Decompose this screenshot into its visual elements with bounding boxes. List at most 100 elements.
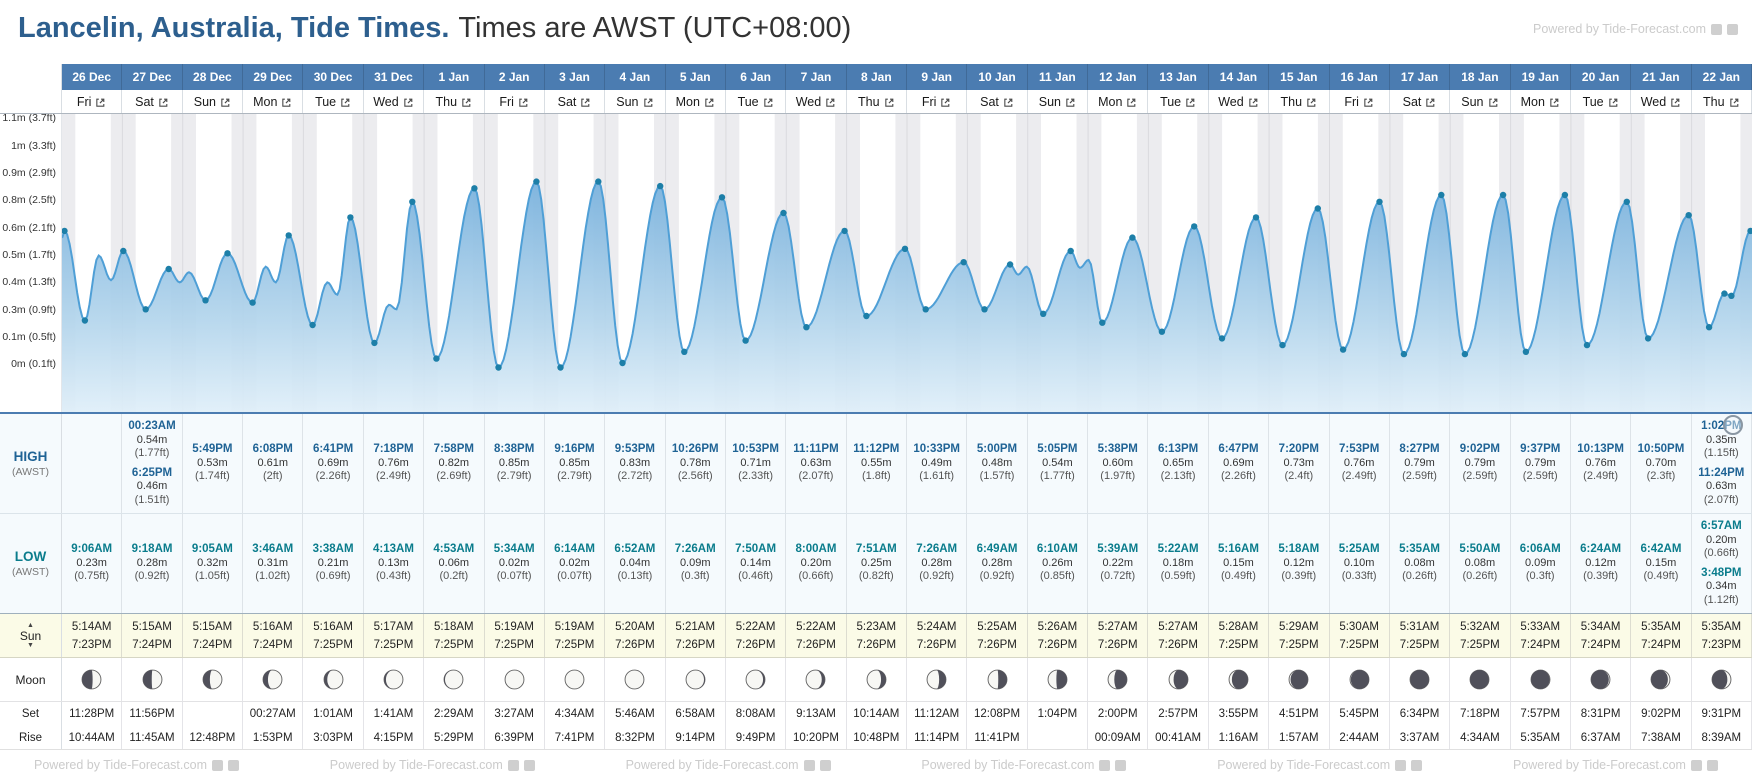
low-awst-label: (AWST)	[12, 566, 49, 578]
moonrise-time: 00:09AM	[1088, 726, 1149, 749]
day-detail-link[interactable]: Mon	[243, 90, 304, 113]
social-icon-1[interactable]	[507, 759, 519, 771]
y-axis-label: 0.4m (1.3ft)	[2, 276, 56, 289]
moonset-time: 3:27AM	[485, 702, 545, 726]
high-tide-height-ft: (1.51ft)	[134, 493, 170, 506]
day-detail-link[interactable]: Fri	[484, 90, 545, 113]
social-icon-2[interactable]	[523, 759, 535, 771]
day-detail-link[interactable]: Wed	[786, 90, 847, 113]
social-icon-1[interactable]	[803, 759, 815, 771]
high-tide-entry: 7:53PM 0.76m (2.49ft)	[1339, 443, 1379, 484]
low-tide-cell: 5:35AM 0.08m (0.26ft)	[1390, 514, 1451, 613]
social-icon-1[interactable]	[1395, 759, 1407, 771]
day-detail-link[interactable]: Thu	[1269, 90, 1330, 113]
high-tide-height-m: 0.60m	[1102, 456, 1134, 469]
high-tide-time: 10:53PM	[732, 443, 779, 456]
high-tide-height-ft: (2.49ft)	[376, 470, 411, 483]
sunrise-time: 5:29AM	[1279, 620, 1319, 633]
sunrise-time: 5:26AM	[1037, 620, 1078, 633]
low-tide-height-ft: (0.72ft)	[1100, 570, 1136, 583]
powered-by-link[interactable]: Powered by Tide-Forecast.com	[1513, 758, 1718, 772]
high-row-label: HIGH (AWST)	[0, 414, 62, 513]
powered-by-link[interactable]: Powered by Tide-Forecast.com	[921, 758, 1127, 772]
day-detail-link[interactable]: Tue	[725, 90, 787, 113]
day-detail-link[interactable]: Wed	[1208, 90, 1270, 113]
low-tide-cell: 6:42AM 0.15m (0.49ft)	[1631, 514, 1692, 613]
day-detail-link[interactable]: Fri	[62, 90, 123, 113]
high-tide-height-ft: (2.33ft)	[738, 470, 774, 483]
day-detail-link[interactable]: Mon	[1088, 90, 1149, 113]
y-axis-label: 0.8m (2.5ft)	[2, 194, 56, 207]
day-detail-link[interactable]: Tue	[303, 90, 364, 113]
powered-by-text: Powered by Tide-Forecast.com	[1217, 758, 1391, 772]
page-title: Lancelin, Australia, Tide Times. Times ar…	[18, 12, 851, 45]
high-tide-time: 10:50PM	[1637, 443, 1685, 456]
high-tide-time: 5:00PM	[976, 443, 1018, 456]
high-tide-entry: 9:16PM 0.85m (2.79ft)	[554, 443, 594, 484]
external-link-icon	[940, 97, 951, 108]
low-tide-height-m: 0.18m	[1162, 556, 1194, 569]
social-icon-1[interactable]	[212, 759, 223, 771]
moonset-time: 2:29AM	[424, 702, 485, 726]
powered-by-link[interactable]: Powered by Tide-Forecast.com	[1533, 22, 1738, 36]
high-tide-entry: 5:00PM 0.48m (1.57ft)	[977, 443, 1017, 484]
moonrise-time: 5:29PM	[424, 726, 485, 749]
moon-phase-icon	[1590, 669, 1611, 690]
high-tide-height-ft: (2.56ft)	[677, 470, 713, 483]
high-tide-time: 8:27PM	[1399, 443, 1440, 456]
day-detail-link[interactable]: Wed	[363, 90, 425, 113]
moonrise-time: 00:41AM	[1148, 726, 1209, 749]
day-detail-link[interactable]: Thu	[846, 90, 907, 113]
day-detail-link[interactable]: Sun	[182, 90, 244, 113]
sunset-time: 7:25PM	[494, 638, 534, 651]
day-detail-link[interactable]: Tue	[1148, 90, 1209, 113]
high-tide-cell: 10:50PM 0.70m (2.3ft)	[1631, 414, 1692, 513]
social-icon-2[interactable]	[1411, 759, 1423, 771]
day-detail-link[interactable]: Mon	[665, 90, 726, 113]
moonset-time: 2:00PM	[1088, 702, 1149, 726]
tide-extreme-dot	[120, 247, 127, 255]
low-tide-height-m: 0.14m	[740, 556, 771, 569]
moon-phase-icon	[564, 669, 585, 690]
social-icon-2[interactable]	[1727, 23, 1738, 35]
moon-phase-cell	[183, 658, 244, 701]
day-detail-link[interactable]: Wed	[1631, 90, 1692, 113]
powered-by-link[interactable]: Powered by Tide-Forecast.com	[626, 758, 831, 772]
day-detail-link[interactable]: Sun	[1450, 90, 1511, 113]
low-tide-entry: 6:57AM 0.20m (0.66ft)	[1701, 520, 1742, 561]
social-icon-2[interactable]	[819, 759, 831, 771]
day-detail-link[interactable]: Sat	[544, 90, 606, 113]
day-detail-link[interactable]: Fri	[1329, 90, 1390, 113]
low-tide-height-m: 0.34m	[1706, 580, 1737, 592]
day-detail-link[interactable]: Sat	[1389, 90, 1451, 113]
powered-by-text: Powered by Tide-Forecast.com	[34, 758, 207, 772]
high-tide-height-m: 0.73m	[1283, 456, 1315, 469]
day-detail-link[interactable]: Sat	[967, 90, 1028, 113]
social-icon-1[interactable]	[1711, 23, 1722, 35]
day-detail-link[interactable]: Tue	[1570, 90, 1632, 113]
social-icon-2[interactable]	[1706, 759, 1718, 771]
day-detail-link[interactable]: Mon	[1510, 90, 1571, 113]
low-tide-cell: 5:34AM 0.02m (0.07ft)	[485, 514, 545, 613]
social-icon-1[interactable]	[1690, 759, 1702, 771]
sun-rise-set: 5:18AM 7:25PM	[424, 614, 485, 657]
high-tide-cell: 9:37PM 0.79m (2.59ft)	[1511, 414, 1571, 513]
day-detail-link[interactable]: Sat	[122, 90, 183, 113]
powered-by-link[interactable]: Powered by Tide-Forecast.com	[1217, 758, 1423, 772]
sun-rise-set: 5:26AM 7:26PM	[1028, 614, 1089, 657]
powered-by-link[interactable]: Powered by Tide-Forecast.com	[330, 758, 535, 772]
day-detail-link[interactable]: Thu	[1691, 90, 1752, 113]
day-detail-link[interactable]: Sun	[605, 90, 666, 113]
social-icon-2[interactable]	[1115, 759, 1127, 771]
sun-rise-set: 5:27AM 7:26PM	[1148, 614, 1209, 657]
low-tide-cell: 5:16AM 0.15m (0.49ft)	[1209, 514, 1270, 613]
day-detail-link[interactable]: Fri	[907, 90, 968, 113]
powered-by-link[interactable]: Powered by Tide-Forecast.com	[34, 758, 239, 772]
social-icon-1[interactable]	[1099, 759, 1111, 771]
sun-label: Sun	[19, 628, 42, 643]
low-tide-time: 6:52AM	[614, 543, 656, 556]
low-tide-height-ft: (0.82ft)	[858, 570, 894, 583]
day-detail-link[interactable]: Sun	[1027, 90, 1089, 113]
social-icon-2[interactable]	[228, 759, 239, 771]
day-detail-link[interactable]: Thu	[424, 90, 485, 113]
